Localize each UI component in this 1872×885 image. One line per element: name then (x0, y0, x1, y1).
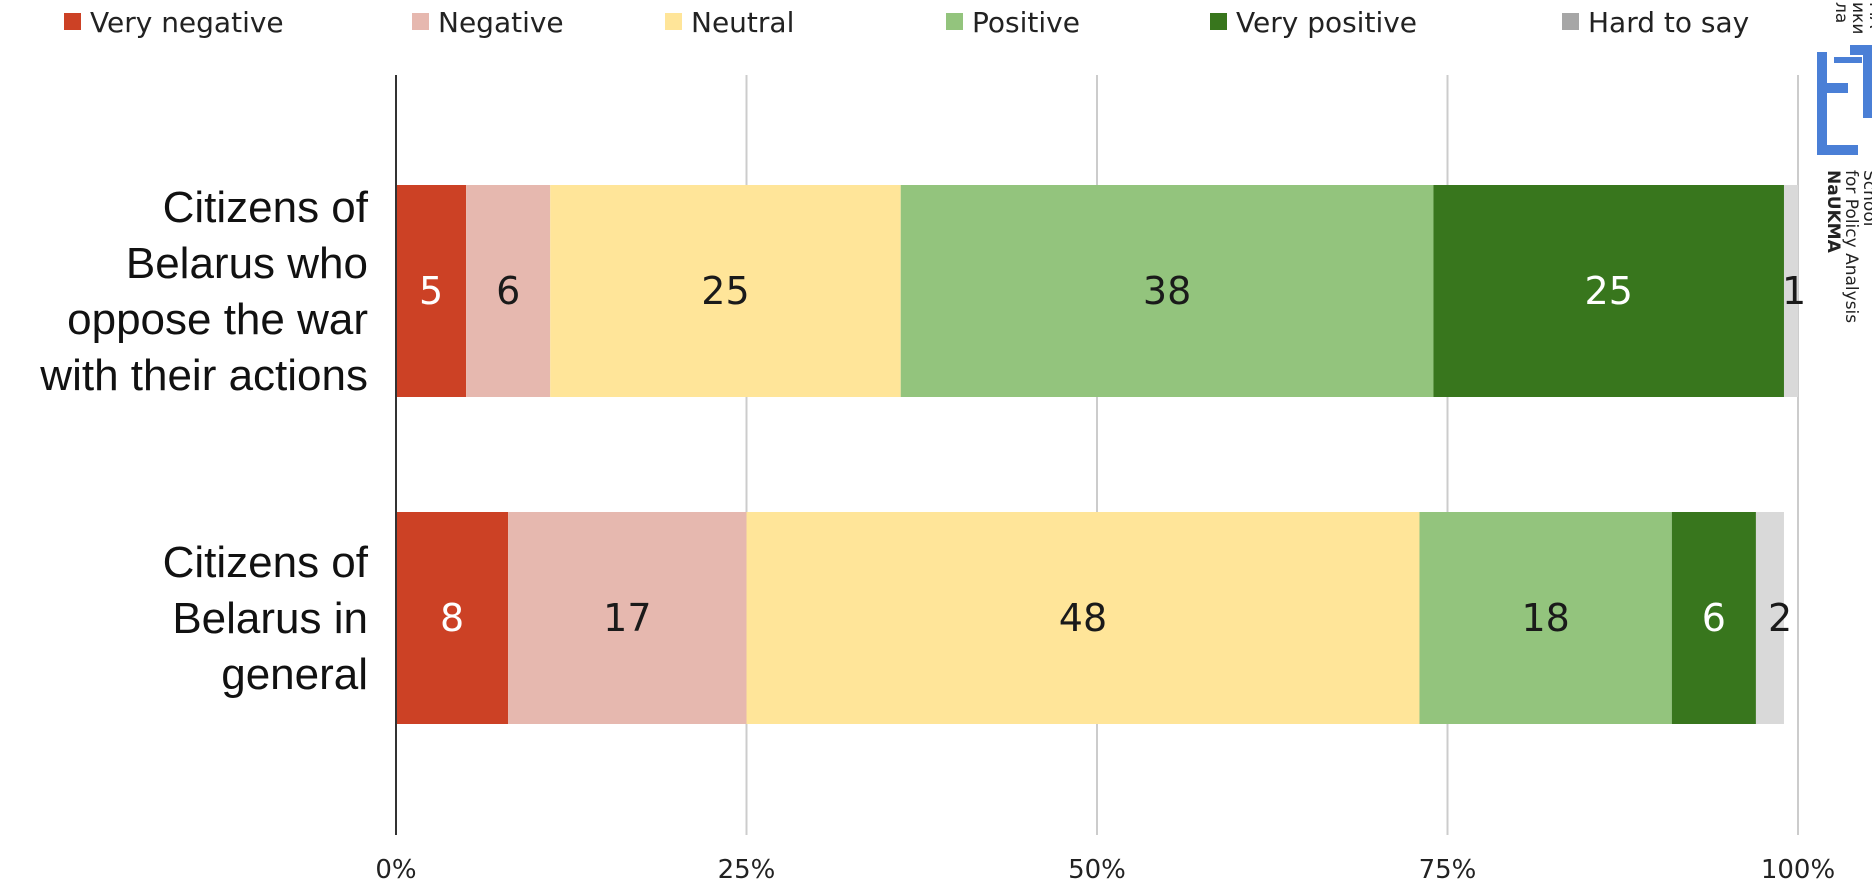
logo: лаикиМА Schoolfor Policy AnalysisNaUKMA (1817, 2, 1872, 323)
logo-partial-text: лаикиМА (1831, 2, 1872, 34)
value-label: 48 (1059, 596, 1107, 640)
x-tick-label: 25% (718, 855, 776, 885)
legend-swatch (1210, 13, 1227, 30)
x-tick-label: 100% (1761, 855, 1835, 885)
legend: Very negative Negative Neutral Positive Very… (64, 6, 1749, 39)
bar-segment (396, 185, 467, 397)
category-label: Citizens of Belarus in general (163, 538, 369, 699)
bar-segment (396, 512, 509, 724)
x-tick-label: 0% (375, 855, 416, 885)
value-label: 17 (603, 596, 651, 640)
legend-label: Very positive (1236, 6, 1417, 39)
bar-segment (1783, 185, 1798, 397)
value-label: 1 (1782, 269, 1806, 313)
bar-segment (550, 185, 901, 397)
legend-swatch (946, 13, 963, 30)
value-label: 6 (496, 269, 520, 313)
logo-mark-icon (1817, 45, 1872, 155)
legend-label: Hard to say (1588, 6, 1749, 39)
x-tick-label: 50% (1068, 855, 1126, 885)
value-label: 38 (1143, 269, 1191, 313)
bar-segment (466, 185, 551, 397)
value-label: 5 (419, 269, 443, 313)
logo-text: Schoolfor Policy AnalysisNaUKMA (1823, 170, 1872, 323)
bar-segment (1755, 512, 1784, 724)
value-label: 18 (1521, 596, 1569, 640)
bar-segment (508, 512, 747, 724)
bar-segment (1671, 512, 1756, 724)
value-label: 6 (1702, 596, 1726, 640)
legend-swatch (665, 13, 682, 30)
axes: 0% 25% 50% 75% 100% Citizens of Belarus who opp… (39, 75, 1835, 885)
value-label: 25 (1585, 269, 1633, 313)
legend-label: Very negative (90, 6, 284, 39)
legend-swatch (1562, 13, 1579, 30)
category-label: Citizens of Belarus who oppose the war with… (39, 183, 368, 400)
legend-swatch (64, 13, 81, 30)
bar-segment (746, 512, 1420, 724)
bar-segment (1433, 185, 1784, 397)
legend-label: Positive (972, 6, 1080, 39)
legend-label: Negative (438, 6, 564, 39)
x-tick-label: 75% (1419, 855, 1477, 885)
value-label: 25 (701, 269, 749, 313)
value-label: 8 (440, 596, 464, 640)
bar-segment (900, 185, 1434, 397)
bar-segment (1419, 512, 1672, 724)
legend-label: Neutral (691, 6, 794, 39)
bars: 5 6 25 38 25 18 17 48 18 6 2 (396, 185, 1806, 724)
legend-swatch (412, 13, 429, 30)
value-label: 2 (1768, 596, 1792, 640)
